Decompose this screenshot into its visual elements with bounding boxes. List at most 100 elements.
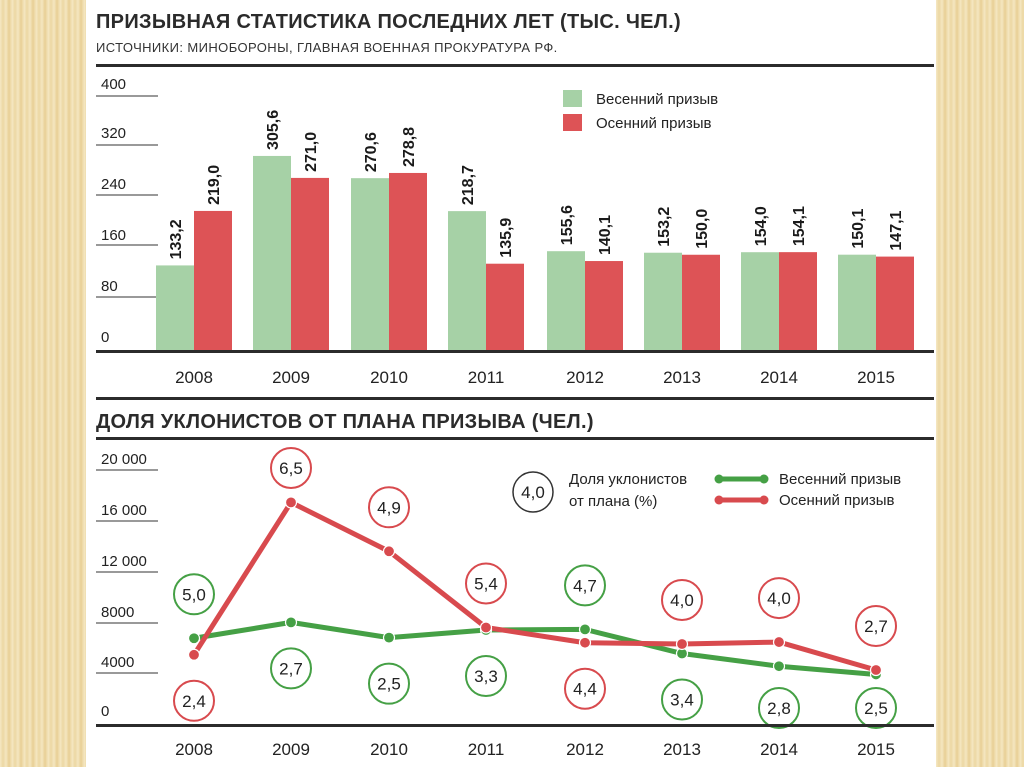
bar-data-label: 155,6: [559, 205, 576, 245]
line-point-spring: [284, 616, 298, 629]
bar-spring-2015: [838, 254, 876, 350]
bar-data-label: 153,2: [656, 207, 673, 247]
x-tick-label: 2012: [566, 740, 604, 759]
line-point-autumn: [578, 636, 592, 649]
x-tick-label: 2011: [468, 368, 505, 387]
bar-data-label: 150,0: [694, 209, 711, 249]
line-point-autumn: [382, 545, 396, 558]
y-tick-label: 16 000: [101, 502, 147, 519]
bar-spring-2012: [547, 251, 585, 350]
x-tick-label: 2010: [370, 368, 408, 387]
y-tick-label: 0: [101, 329, 109, 346]
x-tick-label: 2008: [175, 368, 213, 387]
legend-dot-autumn: [759, 495, 769, 505]
line-point-autumn: [479, 621, 493, 634]
share-value-label: 4,4: [573, 680, 597, 699]
share-value-label: 4,7: [573, 576, 597, 595]
line-point-autumn: [869, 663, 883, 677]
x-tick-label: 2014: [760, 368, 798, 387]
share-circle-autumn: [173, 679, 215, 722]
share-value-label: 4,0: [767, 589, 791, 608]
bar-data-label: 147,1: [888, 210, 905, 250]
x-tick-label: 2009: [272, 740, 310, 759]
share-value-label: 4,9: [377, 498, 401, 517]
line-point-autumn: [772, 635, 786, 649]
y-tick-label: 400: [101, 76, 126, 93]
line-chart-title: ДОЛЯ УКЛОНИСТОВ ОТ ПЛАНА ПРИЗЫВА (ЧЕЛ.): [96, 411, 594, 433]
bar-spring-2009: [253, 155, 291, 350]
legend-swatch-spring: [563, 90, 582, 107]
share-value-label: 2,8: [767, 699, 791, 718]
line-point-spring: [578, 623, 592, 636]
share-value-label: 5,4: [474, 574, 498, 593]
y-tick-label: 240: [101, 176, 126, 193]
y-tick-label: 160: [101, 227, 126, 244]
chart-canvas: ПРИЗЫВНАЯ СТАТИСТИКА ПОСЛЕДНИХ ЛЕТ (ТЫС.…: [96, 11, 934, 759]
bar-data-label: 133,2: [168, 219, 185, 259]
bar-spring-2014: [741, 252, 779, 350]
legend-share-note-line2: от плана (%): [569, 493, 657, 510]
share-circle-autumn: [758, 577, 800, 620]
bar-data-label: 270,6: [363, 132, 380, 172]
x-tick-label: 2014: [760, 740, 798, 759]
bar-legend: Весенний призыв Осенний призыв: [563, 90, 718, 132]
share-value-label: 4,0: [670, 591, 694, 610]
share-value-label: 5,0: [182, 585, 206, 604]
x-tick-label: 2013: [663, 740, 701, 759]
x-tick-label: 2015: [857, 368, 895, 387]
line-point-autumn: [675, 637, 689, 651]
share-value-label: 2,5: [864, 699, 888, 718]
line-legend: 4,0 Доля уклонистов от плана (%) Весенни…: [512, 471, 901, 513]
legend-dot-spring: [714, 474, 724, 484]
bar-data-label: 305,6: [265, 110, 282, 150]
line-autumn: [191, 499, 877, 673]
bar-chart-subtitle: ИСТОЧНИКИ: МИНОБОРОНЫ, ГЛАВНАЯ ВОЕННАЯ П…: [96, 40, 558, 55]
share-circle-autumn: [661, 578, 703, 621]
bar-spring-2008: [156, 265, 194, 350]
bar-autumn-2014: [779, 252, 817, 350]
share-value-label: 2,7: [279, 659, 303, 678]
legend-share-sample-value: 4,0: [521, 483, 545, 502]
bar-data-label: 154,1: [791, 206, 808, 246]
bar-data-label: 278,8: [401, 127, 418, 167]
bar-data-label: 150,1: [850, 209, 867, 249]
bar-x-axis: 2008 2009 2010 2011 2012 2013 2014 2015: [175, 368, 895, 387]
share-value-label: 2,7: [864, 617, 888, 636]
share-circle-spring: [270, 647, 312, 690]
bar-autumn-2012: [585, 261, 623, 350]
x-tick-label: 2012: [566, 368, 604, 387]
bar-data-label: 219,0: [206, 165, 223, 205]
share-circle-spring: [661, 678, 703, 721]
share-circle-autumn: [855, 605, 897, 648]
share-circle-autumn: [270, 447, 312, 489]
x-tick-label: 2011: [468, 740, 505, 759]
bar-data-label: 154,0: [753, 206, 770, 246]
y-tick-label: 8000: [101, 604, 134, 621]
bar-autumn-2009: [291, 177, 329, 350]
legend-label-autumn: Осенний призыв: [596, 115, 712, 132]
bar-series-group: 133,2 219,0 305,6 271,0 270,6 278,8 218,7 135,9…: [156, 110, 914, 350]
bar-data-label: 271,0: [303, 132, 320, 172]
bar-autumn-2013: [682, 254, 720, 350]
x-tick-label: 2008: [175, 740, 213, 759]
bar-autumn-2015: [876, 256, 914, 350]
bar-data-label: 218,7: [460, 165, 477, 205]
bar-spring-2011: [448, 211, 486, 350]
line-baseline: [96, 724, 934, 727]
line-x-axis: 2008 2009 2010 2011 2012 2013 2014 2015: [175, 740, 895, 759]
share-circle-spring: [855, 687, 897, 729]
share-value-label: 3,3: [474, 667, 498, 686]
line-y-axis: 20 000 16 000 12 000 8000 4000 0: [96, 451, 158, 720]
line-point-spring: [772, 660, 786, 673]
x-tick-label: 2009: [272, 368, 310, 387]
share-value-label: 2,4: [182, 692, 206, 711]
y-tick-label: 320: [101, 125, 126, 142]
bar-data-label: 135,9: [498, 218, 515, 258]
share-value-label: 6,5: [279, 459, 303, 478]
bar-autumn-2008: [194, 210, 232, 350]
bar-autumn-2010: [389, 172, 427, 350]
bar-spring-2010: [351, 178, 389, 350]
line-point-autumn: [187, 648, 201, 661]
x-tick-label: 2013: [663, 368, 701, 387]
bar-data-label: 140,1: [597, 215, 614, 255]
